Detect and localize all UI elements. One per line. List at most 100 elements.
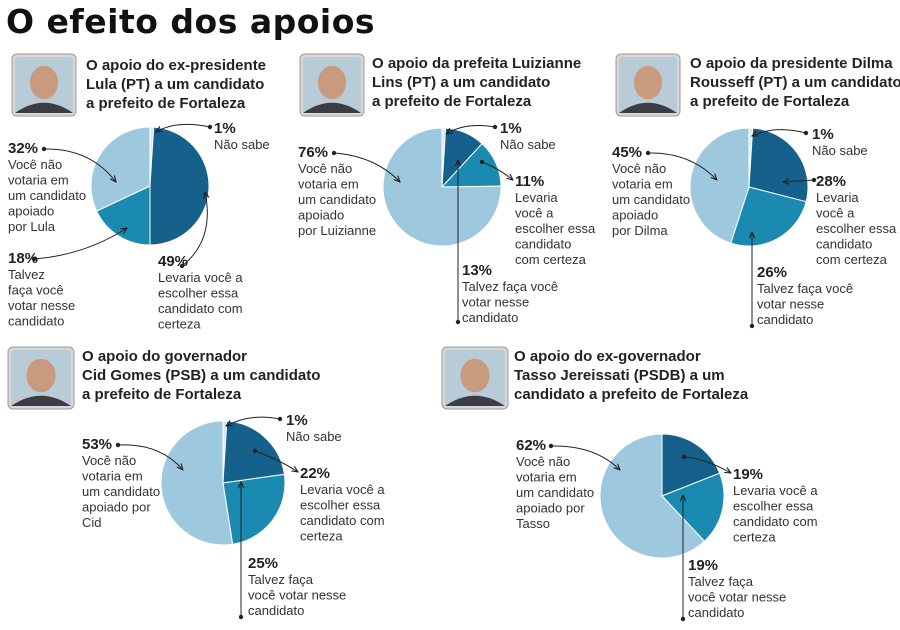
leader-dot <box>115 442 121 448</box>
slice-percent: 76% <box>298 144 328 161</box>
pie-panel-5: O apoio do ex-governador Tasso Jereissati… <box>441 346 818 622</box>
slice-percent: 32% <box>8 140 38 157</box>
leader-dot <box>207 124 213 130</box>
slice-percent: 22% <box>300 465 330 482</box>
leader-dot <box>277 416 283 422</box>
leader-dot <box>238 614 244 620</box>
slice-percent: 1% <box>286 412 308 429</box>
slice-percent: 11% <box>515 173 544 190</box>
slice-label: Não sabe <box>286 429 342 444</box>
slice-percent: 19% <box>733 466 763 483</box>
leader-dot <box>645 150 651 156</box>
leader-dot <box>331 150 337 156</box>
panel-heading: O apoio do governador Cid Gomes (PSB) a u… <box>82 348 320 403</box>
pie-slice-4 <box>160 420 234 546</box>
pie-slice-2 <box>661 472 725 542</box>
pie-slice-3 <box>599 433 706 559</box>
pie-panel-1: O apoio do ex-presidente Lula (PT) a um c… <box>8 53 270 332</box>
leader-dot <box>749 323 755 329</box>
page-title: O efeito dos apoios <box>6 2 376 41</box>
pie-slice-2 <box>149 126 210 246</box>
pie-slice-1 <box>661 433 721 497</box>
leader-line <box>254 450 298 472</box>
slice-label: Levaria você a escolher essa candidato com… <box>300 482 385 544</box>
leader-line <box>752 129 807 136</box>
leader-dot <box>680 616 686 622</box>
slice-label: Levaria você a escolher essa candidato com c… <box>515 190 596 267</box>
slice-label: Você não votaria em um candidato apoiado por… <box>8 157 86 234</box>
slice-label: Levaria você a escolher essa candidato com… <box>733 483 818 545</box>
slice-percent: 1% <box>500 120 522 137</box>
lula-portrait <box>11 53 77 117</box>
slice-label: Talvez faça você votar nesse candidato <box>462 279 558 325</box>
slice-percent: 1% <box>214 120 236 137</box>
pie-slice-2 <box>748 127 809 203</box>
leader-line <box>117 444 183 470</box>
leader-dot <box>252 448 258 454</box>
pie-slice-3 <box>222 473 286 545</box>
leader-line <box>156 123 211 132</box>
leader-line <box>683 456 731 473</box>
slice-percent: 26% <box>757 264 787 281</box>
leader-dot <box>681 454 687 460</box>
slice-label: Levaria você a escolher essa candidato com… <box>158 270 243 332</box>
slice-label: Não sabe <box>500 137 556 152</box>
slice-percent: 45% <box>612 144 642 161</box>
leader-dot <box>31 256 37 262</box>
slice-percent: 49% <box>158 253 188 270</box>
slice-label: Você não votaria em um candidato apoiado por… <box>298 161 376 238</box>
slice-label: Você não votaria em um candidato apoiado por… <box>612 161 690 238</box>
slice-percent: 25% <box>248 555 278 572</box>
slice-label: Talvez faça você votar nesse candidato <box>248 572 346 618</box>
slice-label: Levaria você a escolher essa candidato com c… <box>816 190 897 267</box>
slice-percent: 1% <box>812 126 834 143</box>
slice-percent: 18% <box>8 250 38 267</box>
slice-label: Não sabe <box>214 137 270 152</box>
panel-heading: O apoio do ex-governador Tasso Jereissati… <box>514 348 749 403</box>
leader-line <box>446 125 496 134</box>
leader-dot <box>548 443 554 449</box>
leader-dot <box>479 159 485 165</box>
pie-slice-3 <box>95 185 151 246</box>
pie-panel-4: O apoio do governador Cid Gomes (PSB) a u… <box>7 346 385 620</box>
leader-dot <box>803 130 809 136</box>
panel-heading: O apoio da prefeita Luizianne Lins (PT) a… <box>372 55 581 110</box>
pie-slice-4 <box>689 127 750 244</box>
slice-percent: 13% <box>462 262 492 279</box>
dilma-portrait <box>615 53 681 117</box>
leader-line <box>783 180 815 182</box>
leader-line <box>333 152 400 182</box>
slice-label: Você não votaria em um candidato apoiado po… <box>82 453 160 530</box>
leader-dot <box>811 177 817 183</box>
slice-percent: 62% <box>516 437 546 454</box>
slice-label: Talvez faça você votar nesse candidato <box>757 281 853 327</box>
leader-line <box>43 148 116 182</box>
pie-slice-4 <box>382 127 502 247</box>
panel-heading: O apoio da presidente Dilma Rousseff (PT)… <box>690 55 900 110</box>
tasso-portrait <box>441 346 509 410</box>
pie-panel-2: O apoio da prefeita Luizianne Lins (PT) a… <box>298 53 596 325</box>
panel-heading: O apoio do ex-presidente Lula (PT) a um c… <box>86 57 266 112</box>
leader-line <box>481 161 513 180</box>
cid-portrait <box>7 346 75 410</box>
pie-slice-3 <box>730 186 807 247</box>
slice-label: Não sabe <box>812 143 868 158</box>
leader-dot <box>455 319 461 325</box>
leader-line <box>33 228 127 260</box>
leader-dot <box>41 146 47 152</box>
leader-line <box>647 152 717 180</box>
leader-line <box>226 416 281 426</box>
slice-label: Talvez faça você votar nesse candidato <box>688 574 786 620</box>
pie-panel-3: O apoio da presidente Dilma Rousseff (PT)… <box>612 53 900 329</box>
slice-percent: 19% <box>688 557 718 574</box>
slice-label: Você não votaria em um candidato apoiado po… <box>516 454 594 531</box>
slice-percent: 53% <box>82 436 112 453</box>
slice-percent: 28% <box>816 173 846 190</box>
leader-line <box>550 445 620 470</box>
leader-line <box>181 192 207 267</box>
leader-dot <box>492 124 498 130</box>
luizianne-portrait <box>299 53 365 117</box>
slice-label: Talvez faça você votar nesse candidato <box>8 267 75 329</box>
pie-slice-4 <box>90 126 151 212</box>
